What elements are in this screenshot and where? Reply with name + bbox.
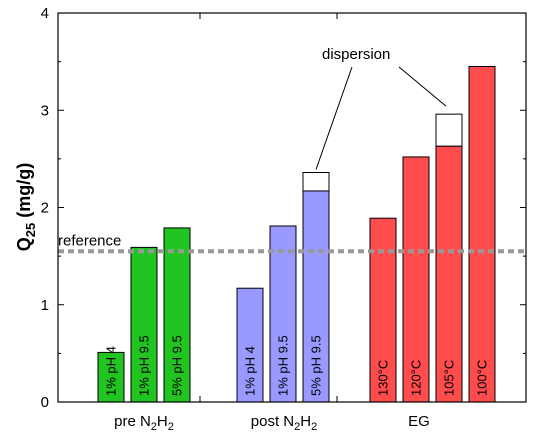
- bar: [130, 246, 158, 403]
- bar-label: 130°C: [376, 360, 391, 396]
- reference-label: reference: [58, 232, 121, 249]
- bar-label: 100°C: [475, 360, 490, 396]
- dispersion-pointer: [315, 66, 353, 170]
- y-tick-label: 2: [41, 200, 49, 217]
- bar: [97, 351, 125, 403]
- y-tick-label: 1: [41, 297, 49, 314]
- dispersion-pointer: [398, 66, 447, 107]
- bar: [236, 287, 264, 403]
- y-axis-label: Q25 (mg/g): [14, 163, 38, 251]
- bar: [468, 65, 496, 403]
- bar-label: 1% pH 4: [243, 346, 258, 396]
- bar: [402, 156, 430, 403]
- group-label: post N2H2: [251, 413, 317, 433]
- y-tick-label: 3: [41, 102, 49, 119]
- y-tick-label: 4: [41, 5, 49, 22]
- group-label: EG: [408, 413, 430, 430]
- bar-label: 1% pH 4: [104, 346, 119, 396]
- dispersion-label: dispersion: [322, 46, 390, 63]
- y-tick-label: 0: [41, 394, 49, 411]
- bar-label: 1% pH 9.5: [137, 335, 152, 396]
- bar-label: 105°C: [442, 360, 457, 396]
- dispersion-segment: [435, 113, 463, 147]
- dispersion-annotation: dispersion: [315, 46, 447, 170]
- bar-label: 1% pH 9.5: [276, 335, 291, 396]
- group-label: pre N2H2: [114, 413, 174, 433]
- bar: [302, 190, 330, 403]
- bar-label: 5% pH 9.5: [309, 335, 324, 396]
- bars-layer: 1% pH 4 1% pH 9.5 5% pH 9.5 1% pH 4 1% pH 9.…: [97, 65, 496, 403]
- bar-label: 5% pH 9.5: [170, 335, 185, 396]
- axes: 0 1 2 3 4 pre N2H2 post N2H2 EG: [41, 5, 527, 433]
- dispersion-segment: [302, 171, 330, 192]
- bar-label: 120°C: [409, 360, 424, 396]
